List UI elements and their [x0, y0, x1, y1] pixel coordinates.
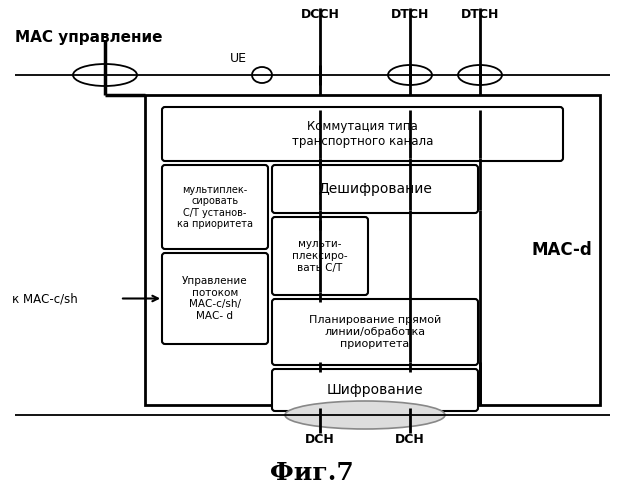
Text: Фиг.7: Фиг.7: [270, 461, 354, 485]
FancyBboxPatch shape: [162, 165, 268, 249]
Text: Управление
потоком
МАС-c/sh/
МАС- d: Управление потоком МАС-c/sh/ МАС- d: [182, 276, 248, 321]
FancyBboxPatch shape: [162, 253, 268, 344]
Text: UE: UE: [230, 52, 247, 64]
Ellipse shape: [73, 64, 137, 86]
Ellipse shape: [458, 65, 502, 85]
FancyBboxPatch shape: [162, 107, 563, 161]
Ellipse shape: [388, 65, 432, 85]
FancyBboxPatch shape: [272, 369, 478, 411]
Text: мультиплек-
сировать
С/T установ-
ка приоритета: мультиплек- сировать С/T установ- ка при…: [177, 184, 253, 230]
Text: DCCH: DCCH: [301, 8, 339, 21]
Text: Дешифрование: Дешифрование: [318, 182, 432, 196]
Text: Планирование прямой
линии/обработка
приоритета: Планирование прямой линии/обработка прио…: [309, 316, 441, 348]
Ellipse shape: [285, 401, 445, 429]
Text: мульти-
плексиро-
вать С/T: мульти- плексиро- вать С/T: [292, 240, 348, 272]
Text: МАС управление: МАС управление: [15, 30, 162, 45]
Text: MAC-d: MAC-d: [531, 241, 592, 259]
Ellipse shape: [252, 67, 272, 83]
Text: к МАС-c/sh: к МАС-c/sh: [12, 292, 78, 305]
FancyBboxPatch shape: [272, 165, 478, 213]
Text: DTCH: DTCH: [391, 8, 429, 21]
Text: DCH: DCH: [395, 433, 425, 446]
FancyBboxPatch shape: [272, 217, 368, 295]
Bar: [145, 95, 600, 405]
FancyBboxPatch shape: [272, 299, 478, 365]
Text: Коммутация типа
транспортного канала: Коммутация типа транспортного канала: [292, 120, 433, 148]
Text: DTCH: DTCH: [461, 8, 499, 21]
Text: DCH: DCH: [305, 433, 335, 446]
Text: Шифрование: Шифрование: [327, 383, 423, 397]
